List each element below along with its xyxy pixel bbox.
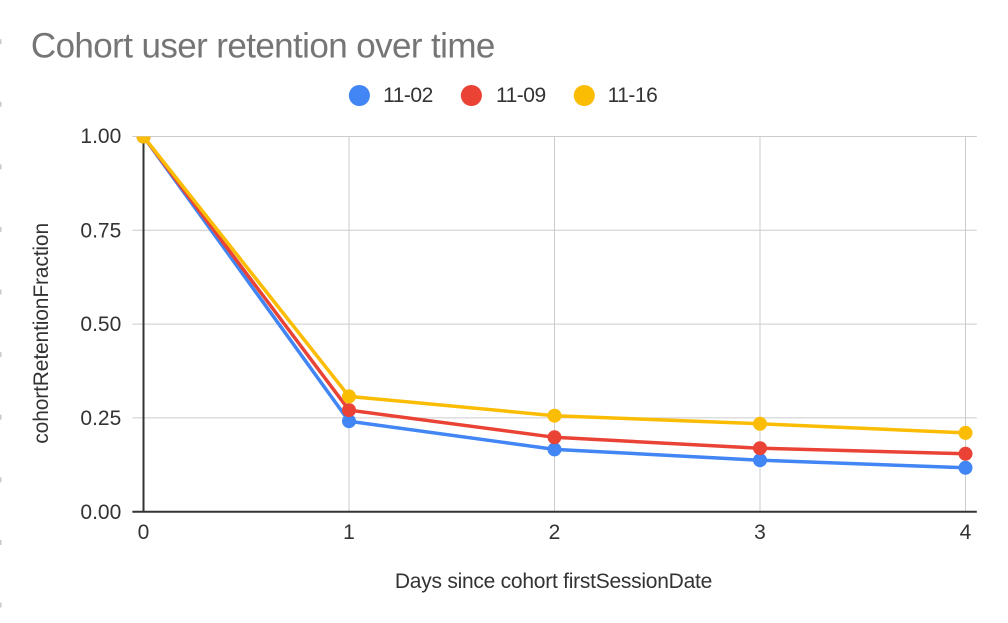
svg-text:0.50: 0.50 (80, 313, 121, 336)
svg-text:4: 4 (960, 521, 972, 544)
svg-text:11-02: 11-02 (383, 84, 433, 107)
svg-text:1: 1 (343, 521, 355, 544)
svg-text:3: 3 (754, 521, 766, 544)
svg-text:0.25: 0.25 (80, 407, 121, 430)
svg-text:0.00: 0.00 (80, 501, 121, 524)
svg-text:0.75: 0.75 (80, 220, 121, 243)
svg-text:Cohort user retention over tim: Cohort user retention over time (31, 27, 495, 66)
svg-text:11-09: 11-09 (496, 84, 546, 107)
svg-text:Days since cohort firstSession: Days since cohort firstSessionDate (395, 570, 712, 593)
svg-text:2: 2 (549, 521, 561, 544)
svg-text:0: 0 (138, 521, 150, 544)
svg-text:11-16: 11-16 (608, 84, 658, 107)
svg-text:1.00: 1.00 (80, 125, 121, 148)
svg-text:cohortRetentionFraction: cohortRetentionFraction (30, 223, 53, 444)
